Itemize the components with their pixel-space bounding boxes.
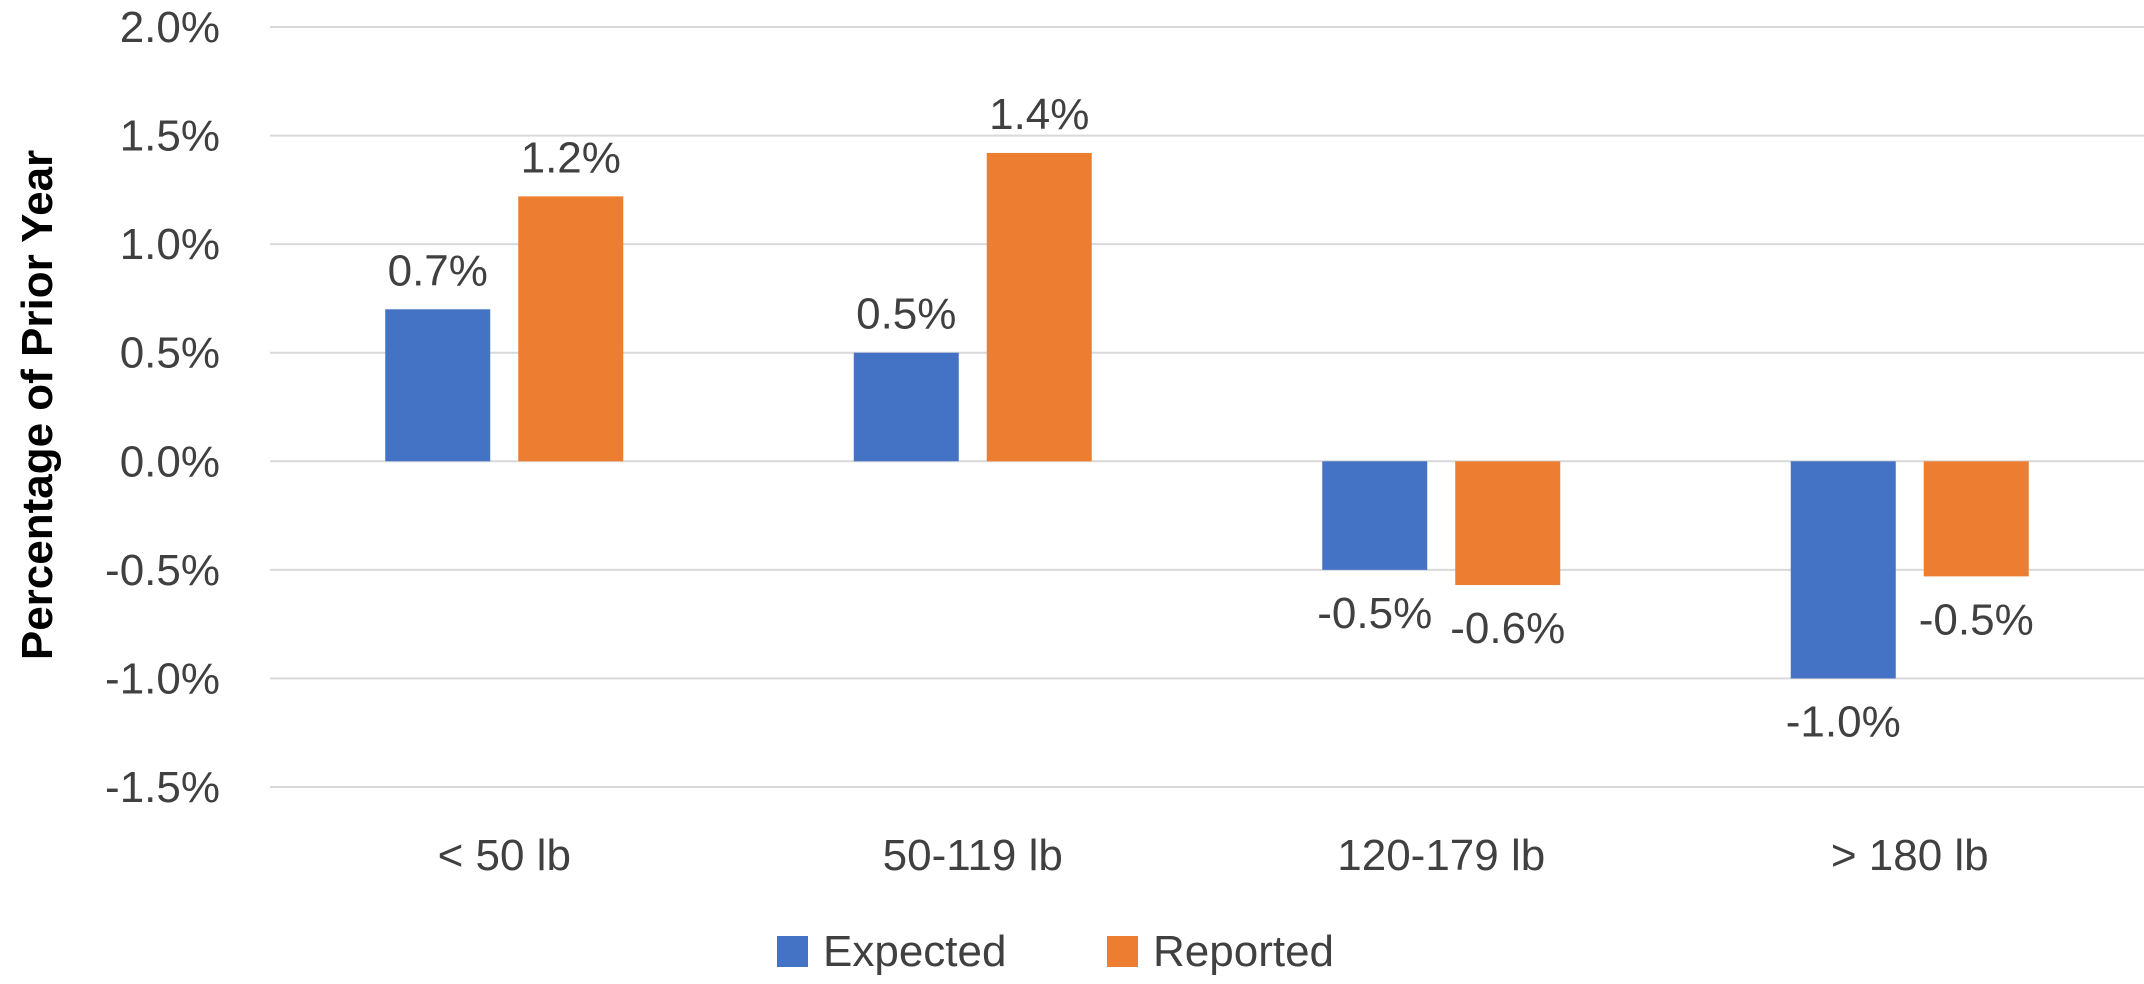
y-tick-label: 0.0% (120, 437, 220, 486)
bar-reported (1455, 461, 1561, 586)
legend: Expected Reported (777, 927, 1334, 976)
bar-reported (518, 196, 624, 462)
y-tick-label: -1.5% (105, 763, 220, 812)
data-label: -0.5% (1317, 589, 1432, 638)
data-label: -0.6% (1450, 604, 1565, 653)
y-tick-label: 0.5% (120, 329, 220, 378)
data-label: -1.0% (1786, 697, 1901, 746)
bar-expected (1790, 461, 1896, 679)
y-tick-label: 1.5% (120, 112, 220, 161)
bars (385, 152, 2029, 679)
y-tick-label: -1.0% (105, 654, 220, 703)
bar-reported (1923, 461, 2029, 577)
y-axis-ticks: 2.0% 1.5% 1.0% 0.5% 0.0% -0.5% -1.0% -1.5% (105, 3, 220, 812)
data-label: 1.4% (989, 90, 1089, 139)
y-tick-label: -0.5% (105, 546, 220, 595)
bar-expected (385, 309, 491, 462)
legend-label-reported: Reported (1153, 927, 1334, 976)
x-category-label: > 180 lb (1831, 831, 1989, 880)
data-label: 1.2% (521, 133, 621, 182)
data-label: 0.5% (856, 290, 956, 339)
y-axis-title: Percentage of Prior Year (13, 150, 62, 660)
legend-swatch-reported (1107, 936, 1138, 967)
legend-swatch-expected (777, 936, 808, 967)
bar-expected (853, 352, 959, 462)
data-label: -0.5% (1919, 595, 2034, 644)
data-label: 0.7% (388, 246, 488, 295)
legend-label-expected: Expected (823, 927, 1006, 976)
bar-expected (1322, 461, 1428, 570)
x-category-label: 120-179 lb (1337, 831, 1545, 880)
x-category-label: < 50 lb (438, 831, 571, 880)
y-tick-label: 2.0% (120, 3, 220, 52)
data-labels: 0.7% 1.2% 0.5% 1.4% -0.5% -0.6% -1.0% -0.5% (388, 90, 2034, 746)
bar-reported (986, 152, 1092, 462)
y-tick-label: 1.0% (120, 220, 220, 269)
x-category-label: 50-119 lb (883, 831, 1063, 880)
x-axis-categories: < 50 lb 50-119 lb 120-179 lb > 180 lb (438, 831, 1989, 880)
